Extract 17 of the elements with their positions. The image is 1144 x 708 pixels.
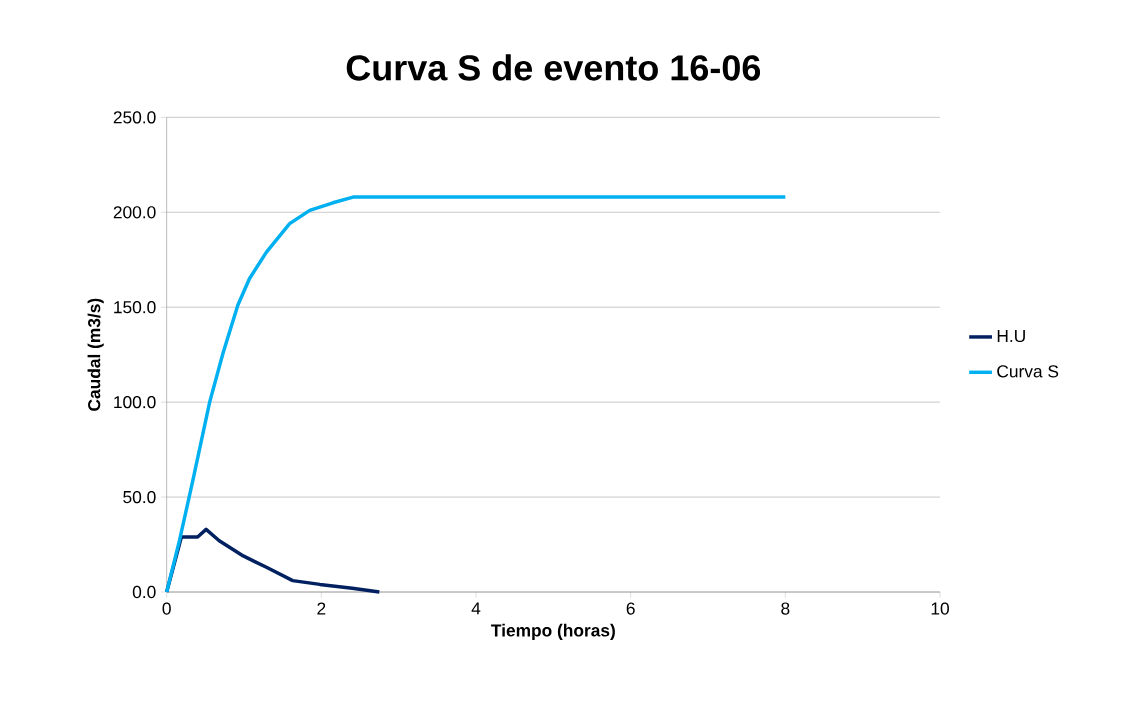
x-tick-label: 2: [317, 602, 326, 615]
y-axis-title: Caudal (m3/s): [87, 298, 104, 411]
x-axis-title: Tiempo (horas): [491, 623, 615, 640]
x-tick-label: 8: [781, 602, 790, 615]
y-tick-label: 200.0: [113, 206, 156, 219]
x-tick-label: 10: [931, 602, 949, 615]
y-tick-label: 50.0: [123, 490, 156, 504]
x-tick-label: 0: [162, 602, 171, 615]
y-tick-label: 0.0: [132, 585, 156, 599]
x-tick-label: 6: [626, 602, 635, 615]
y-tick-label: 150.0: [114, 301, 156, 314]
chart-title: Curva S de evento 16-06: [346, 54, 761, 81]
x-tick-label: 4: [471, 602, 481, 615]
legend-label: H.U: [997, 329, 1025, 343]
legend-label: Curva S: [997, 365, 1059, 378]
y-tick-label: 250.0: [113, 111, 156, 124]
y-tick-label: 100.0: [114, 395, 156, 409]
